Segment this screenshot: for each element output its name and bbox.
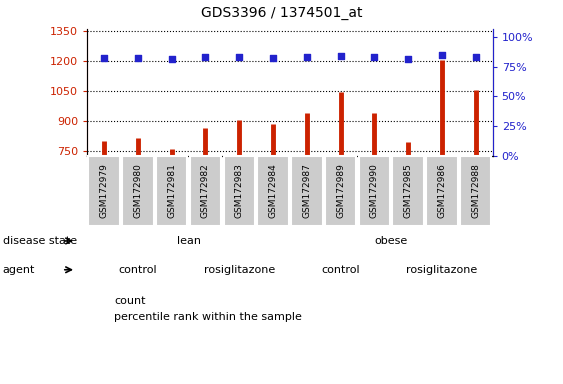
Text: GSM172987: GSM172987 [302,164,311,218]
Text: GSM172989: GSM172989 [336,164,345,218]
Point [201,54,210,60]
Text: rosiglitazone: rosiglitazone [204,265,275,275]
Point [269,55,278,61]
Text: GSM172986: GSM172986 [437,164,446,218]
Text: agent: agent [3,265,35,275]
Point [370,54,379,60]
Text: count: count [114,296,146,306]
Text: GSM172981: GSM172981 [167,164,176,218]
Text: GSM172982: GSM172982 [201,164,210,218]
Text: GSM172990: GSM172990 [370,164,379,218]
Point [302,54,311,60]
Text: GDS3396 / 1374501_at: GDS3396 / 1374501_at [201,7,362,20]
Text: disease state: disease state [3,236,77,246]
Point [471,53,480,60]
Text: control: control [119,265,157,275]
Point [404,56,413,62]
Point [437,52,446,58]
Text: lean: lean [177,236,200,246]
Text: control: control [321,265,360,275]
Text: GSM172988: GSM172988 [471,164,480,218]
Text: GSM172980: GSM172980 [133,164,142,218]
Text: rosiglitazone: rosiglitazone [406,265,477,275]
Point [167,56,176,62]
Text: GSM172984: GSM172984 [269,164,278,218]
Point [336,53,345,59]
Text: percentile rank within the sample: percentile rank within the sample [114,312,302,322]
Text: GSM172979: GSM172979 [100,164,109,218]
Text: obese: obese [374,236,408,246]
Point [235,54,244,60]
Text: GSM172985: GSM172985 [404,164,413,218]
Text: GSM172983: GSM172983 [235,164,244,218]
Point [100,55,109,61]
Point [133,55,142,61]
